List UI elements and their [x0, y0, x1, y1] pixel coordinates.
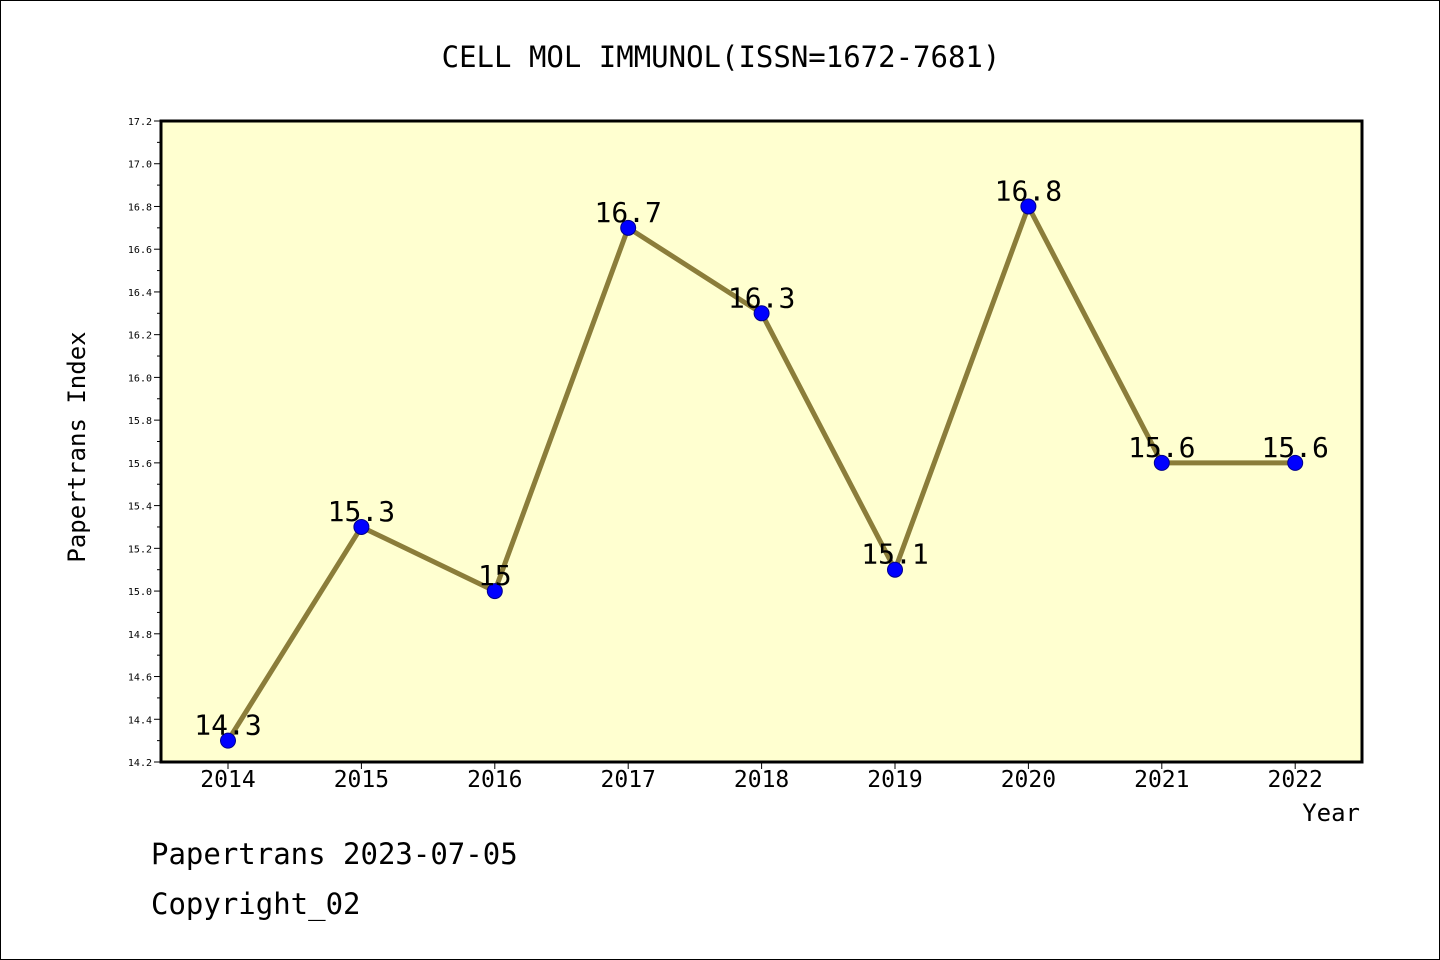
y-tick-label: 16.6: [128, 245, 152, 256]
footer-date-text: Papertrans 2023-07-05: [151, 837, 518, 871]
y-tick-label: 15.4: [128, 502, 152, 513]
plot-border: [159, 119, 1364, 764]
data-label: 15.6: [1261, 431, 1328, 464]
y-tick-label: 16.2: [128, 331, 152, 342]
chart-title: CELL MOL IMMUNOL(ISSN=1672-7681): [442, 40, 1001, 74]
y-tick-label: 16.8: [128, 202, 152, 213]
data-point: [353, 518, 370, 535]
y-axis-ticks: 14.2 14.4 14.6 14.8 15.0 15.2 15.4 15.6 15.8 16.0…: [128, 117, 161, 769]
x-tick-label: 2019: [867, 767, 922, 793]
data-label: 15.3: [328, 495, 395, 528]
data-point: [220, 732, 236, 749]
x-tick-label: 2018: [734, 767, 789, 793]
y-tick-label: 15.8: [128, 416, 152, 427]
data-label: 16.8: [995, 174, 1062, 207]
data-label: 15.6: [1128, 431, 1195, 464]
data-point: [1020, 198, 1037, 215]
y-tick-label: 15.2: [128, 544, 152, 555]
x-tick-label: 2016: [467, 767, 522, 793]
x-tick-label: 2014: [200, 767, 255, 793]
x-axis-ticks: 2014 2015 2016 2017 2018 2019 2020 2021 2022: [200, 762, 1323, 793]
data-label: 15.1: [861, 538, 928, 571]
y-tick-label: 17.2: [128, 117, 152, 128]
y-tick-label: 15.0: [128, 587, 152, 598]
y-tick-label: 15.6: [128, 459, 152, 470]
data-label: 16.3: [728, 281, 795, 314]
y-tick-label: 14.6: [128, 673, 152, 684]
x-axis-label: Year: [1302, 799, 1360, 827]
data-point: [1153, 454, 1170, 471]
y-tick-label: 14.2: [128, 758, 152, 769]
footer-copyright-text: Copyright_02: [151, 887, 361, 921]
x-tick-label: 2022: [1268, 767, 1323, 793]
data-point: [887, 561, 903, 578]
x-tick-label: 2015: [334, 767, 389, 793]
y-tick-label: 16.4: [128, 288, 152, 299]
y-tick-label: 17.0: [128, 160, 152, 171]
data-point: [620, 219, 637, 236]
data-label: 15: [478, 559, 512, 592]
series-line-group: 14.3 15.3 15 16.7 16.3 15.1 16.8 15.6 15.6: [194, 174, 1329, 749]
y-tick-label: 14.4: [128, 715, 152, 726]
plot-area: [161, 121, 1362, 762]
data-point: [486, 583, 503, 600]
y-tick-label: 14.8: [128, 630, 152, 641]
y-axis-label: Papertrans Index: [63, 331, 91, 562]
x-tick-label: 2020: [1001, 767, 1056, 793]
data-point: [1287, 454, 1304, 471]
x-tick-label: 2021: [1134, 767, 1189, 793]
x-tick-label: 2017: [601, 767, 656, 793]
y-tick-label: 16.0: [128, 373, 152, 384]
data-label: 14.3: [194, 709, 261, 742]
data-point: [753, 305, 770, 322]
data-label: 16.7: [594, 196, 661, 229]
